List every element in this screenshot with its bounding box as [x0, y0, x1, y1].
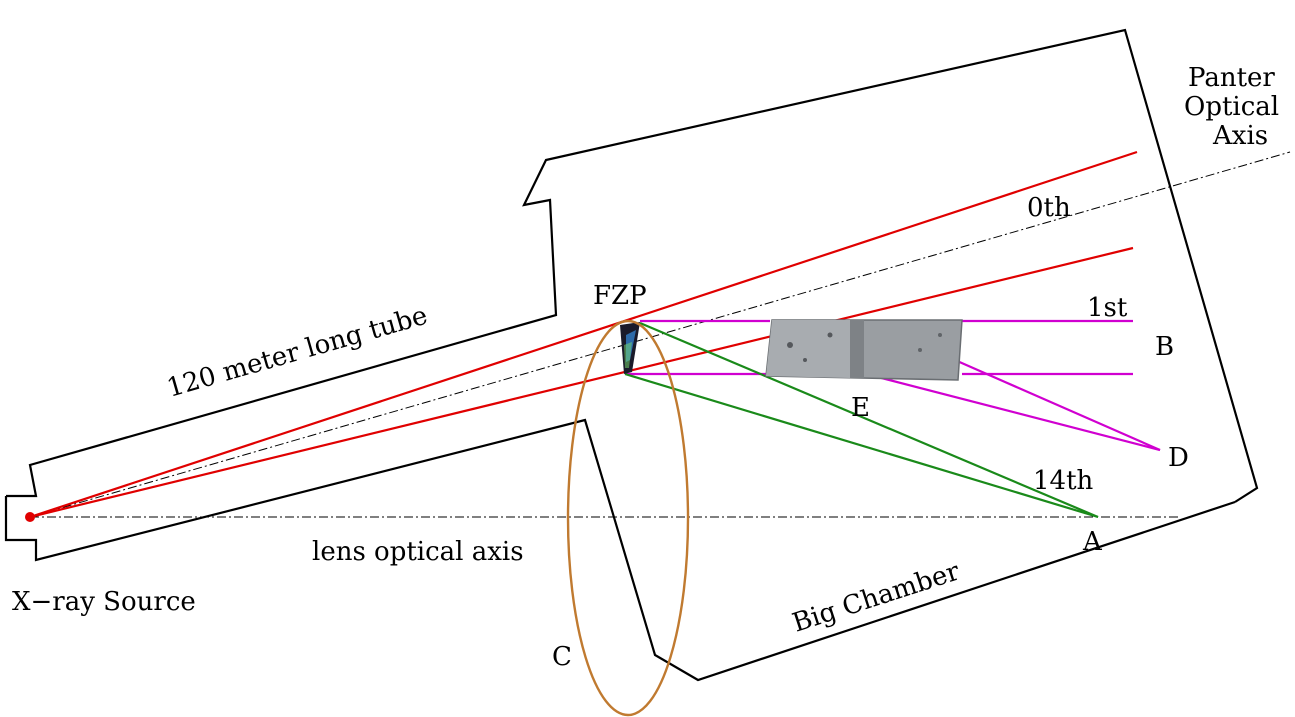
fzp-label: FZP — [593, 281, 647, 311]
point-a-label: A — [1082, 527, 1103, 557]
panter-label-line2: Optical — [1184, 92, 1279, 122]
lens-ellipse — [566, 319, 690, 717]
tube-upper-wall — [6, 28, 1259, 503]
zeroth-order-ray-lower — [29, 246, 1134, 519]
point-b-label: B — [1155, 332, 1174, 362]
detector-plate — [765, 319, 963, 381]
point-d-label: D — [1168, 443, 1189, 473]
zeroth-order-label: 0th — [1027, 193, 1071, 223]
panter-optical-axis-line — [29, 151, 1291, 518]
source-label: X−ray Source — [12, 587, 196, 617]
first-order-label: 1st — [1087, 293, 1128, 323]
fourteenth-order-ray-lower — [624, 372, 1099, 519]
fzp-lens-element — [620, 322, 640, 374]
lens-axis-label: lens optical axis — [312, 537, 524, 567]
defocus-ray-lower — [865, 372, 1161, 452]
fourteenth-order-label: 14th — [1033, 466, 1094, 496]
panter-label-line1: Panter — [1188, 63, 1275, 93]
zeroth-order-ray-upper — [29, 150, 1138, 519]
panter-label-line3: Axis — [1212, 121, 1268, 151]
tube-lower-wall — [4, 418, 1236, 682]
point-c-label: C — [552, 642, 572, 672]
chamber-label: Big Chamber — [789, 556, 964, 638]
source-dot — [25, 512, 35, 522]
fourteenth-order-ray-upper — [639, 321, 1099, 519]
point-e-label: E — [851, 393, 870, 423]
